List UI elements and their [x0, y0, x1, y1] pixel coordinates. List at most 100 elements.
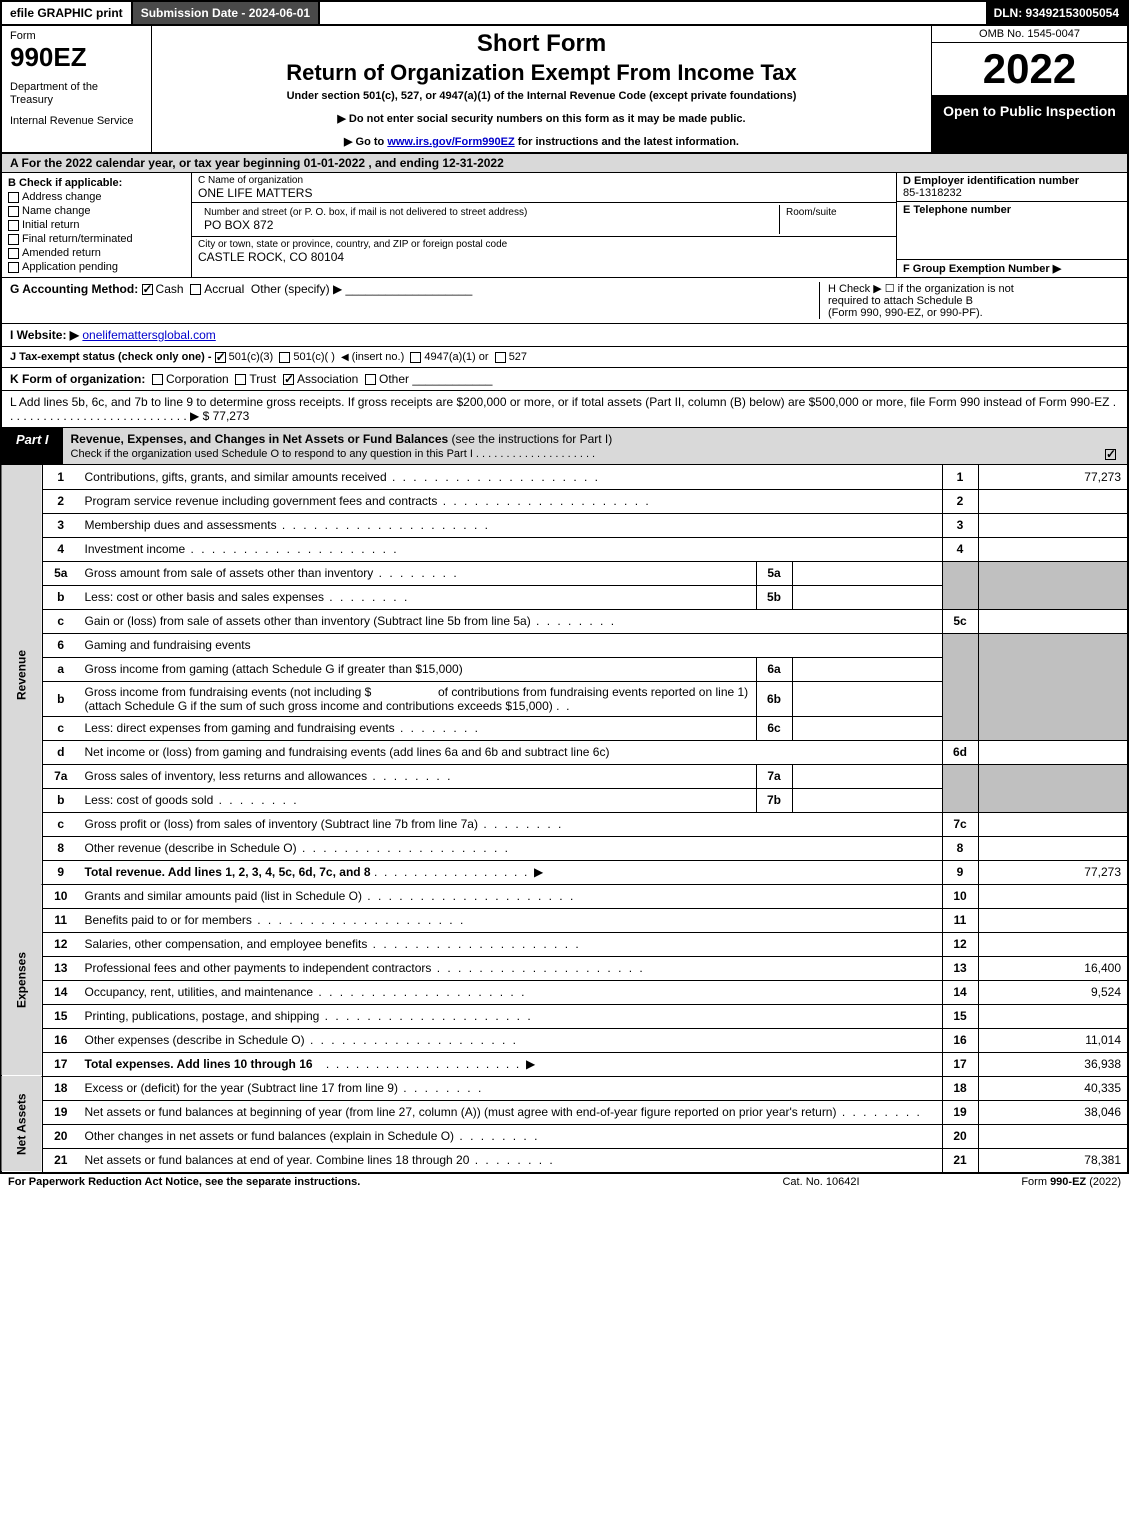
line-5b-subval	[792, 585, 942, 609]
line-20-desc: Other changes in net assets or fund bala…	[79, 1124, 943, 1148]
line-6-num: 6	[43, 633, 79, 657]
line-10-num: 10	[43, 884, 79, 908]
line-5c-desc: Gain or (loss) from sale of assets other…	[79, 609, 943, 633]
h-line2: required to attach Schedule B	[828, 295, 1119, 307]
line-14-desc: Occupancy, rent, utilities, and maintena…	[79, 980, 943, 1004]
j-label: J Tax-exempt status (check only one) -	[10, 351, 215, 363]
netassets-side-label: Net Assets	[1, 1076, 43, 1172]
line-12-desc: Salaries, other compensation, and employ…	[79, 932, 943, 956]
section-def: D Employer identification number 85-1318…	[897, 173, 1127, 277]
chk-final-return[interactable]: Final return/terminated	[8, 233, 185, 245]
short-form-title: Short Form	[160, 30, 923, 58]
chk-527[interactable]	[495, 352, 506, 363]
footer: For Paperwork Reduction Act Notice, see …	[0, 1173, 1129, 1190]
instr-link: ▶ Go to www.irs.gov/Form990EZ for instru…	[160, 135, 923, 148]
chk-association[interactable]	[283, 374, 294, 385]
line-5b-desc: Less: cost or other basis and sales expe…	[79, 585, 757, 609]
line-7a-subval	[792, 764, 942, 788]
header-right: OMB No. 1545-0047 2022 Open to Public In…	[932, 26, 1127, 152]
shaded-5-amt	[978, 561, 1128, 609]
line-7c-desc: Gross profit or (loss) from sales of inv…	[79, 812, 943, 836]
line-17-rnum: 17	[942, 1052, 978, 1076]
line-6d-rnum: 6d	[942, 740, 978, 764]
part1-title: Revenue, Expenses, and Changes in Net As…	[63, 428, 1097, 464]
line-8-desc: Other revenue (describe in Schedule O)	[79, 836, 943, 860]
other-specify: Other (specify) ▶	[251, 282, 342, 296]
line-14-amt: 9,524	[978, 980, 1128, 1004]
line-12-num: 12	[43, 932, 79, 956]
line-9-amt: 77,273	[978, 860, 1128, 884]
line-2-amt	[978, 489, 1128, 513]
part1-tab: Part I	[2, 428, 63, 464]
irs-link[interactable]: www.irs.gov/Form990EZ	[387, 136, 514, 148]
line-15-num: 15	[43, 1004, 79, 1028]
line-18-amt: 40,335	[978, 1076, 1128, 1100]
chk-501c3[interactable]	[215, 352, 226, 363]
line-6c-subval	[792, 716, 942, 740]
line-12-rnum: 12	[942, 932, 978, 956]
line-18-rnum: 18	[942, 1076, 978, 1100]
line-15-rnum: 15	[942, 1004, 978, 1028]
line-6d-desc: Net income or (loss) from gaming and fun…	[79, 740, 943, 764]
efile-print-label[interactable]: efile GRAPHIC print	[2, 2, 133, 24]
line-19-rnum: 19	[942, 1100, 978, 1124]
city-label: City or town, state or province, country…	[198, 239, 890, 250]
line-21-rnum: 21	[942, 1148, 978, 1172]
line-5c-amt	[978, 609, 1128, 633]
line-5b-sublab: 5b	[756, 585, 792, 609]
footer-right: Form 990-EZ (2022)	[921, 1176, 1121, 1188]
line-5c-rnum: 5c	[942, 609, 978, 633]
chk-address-change[interactable]: Address change	[8, 191, 185, 203]
chk-corporation[interactable]	[152, 374, 163, 385]
part1-title-paren: (see the instructions for Part I)	[452, 432, 613, 446]
instr-link-post: for instructions and the latest informat…	[515, 136, 739, 148]
form-number: 990EZ	[10, 42, 143, 73]
chk-other-org[interactable]	[365, 374, 376, 385]
line-9-num: 9	[43, 860, 79, 884]
part1-header: Part I Revenue, Expenses, and Changes in…	[0, 428, 1129, 465]
line-18-num: 18	[43, 1076, 79, 1100]
chk-trust[interactable]	[235, 374, 246, 385]
chk-application-pending[interactable]: Application pending	[8, 261, 185, 273]
line-6c-num: c	[43, 716, 79, 740]
chk-accrual[interactable]	[190, 284, 201, 295]
line-10-rnum: 10	[942, 884, 978, 908]
line-13-num: 13	[43, 956, 79, 980]
line-10-desc: Grants and similar amounts paid (list in…	[79, 884, 943, 908]
ein-label: D Employer identification number	[903, 175, 1079, 187]
chk-4947[interactable]	[410, 352, 421, 363]
line-3-amt	[978, 513, 1128, 537]
line-20-rnum: 20	[942, 1124, 978, 1148]
section-a-tax-year: A For the 2022 calendar year, or tax yea…	[0, 154, 1129, 173]
line-6b-num: b	[43, 681, 79, 716]
chk-501c[interactable]	[279, 352, 290, 363]
line-21-amt: 78,381	[978, 1148, 1128, 1172]
chk-cash[interactable]	[142, 284, 153, 295]
line-4-rnum: 4	[942, 537, 978, 561]
line-1-rnum: 1	[942, 465, 978, 489]
line-19-num: 19	[43, 1100, 79, 1124]
chk-initial-return[interactable]: Initial return	[8, 219, 185, 231]
line-16-desc: Other expenses (describe in Schedule O)	[79, 1028, 943, 1052]
line-7c-amt	[978, 812, 1128, 836]
expenses-side-label: Expenses	[1, 884, 43, 1076]
line-2-desc: Program service revenue including govern…	[79, 489, 943, 513]
line-6c-sublab: 6c	[756, 716, 792, 740]
chk-amended-return[interactable]: Amended return	[8, 247, 185, 259]
chk-schedule-o[interactable]	[1105, 449, 1116, 460]
line-5a-num: 5a	[43, 561, 79, 585]
chk-name-change[interactable]: Name change	[8, 205, 185, 217]
line-16-amt: 11,014	[978, 1028, 1128, 1052]
line-3-desc: Membership dues and assessments	[79, 513, 943, 537]
line-14-num: 14	[43, 980, 79, 1004]
instr-link-pre: ▶ Go to	[344, 136, 387, 148]
room-label: Room/suite	[786, 207, 884, 218]
section-b-header: B Check if applicable:	[8, 177, 185, 189]
street-row: Number and street (or P. O. box, if mail…	[192, 203, 896, 237]
line-7c-num: c	[43, 812, 79, 836]
line-11-num: 11	[43, 908, 79, 932]
line-13-rnum: 13	[942, 956, 978, 980]
website-link[interactable]: onelifemattersglobal.com	[82, 328, 215, 342]
group-exemption-label: F Group Exemption Number ▶	[903, 263, 1061, 275]
line-5a-desc: Gross amount from sale of assets other t…	[79, 561, 757, 585]
